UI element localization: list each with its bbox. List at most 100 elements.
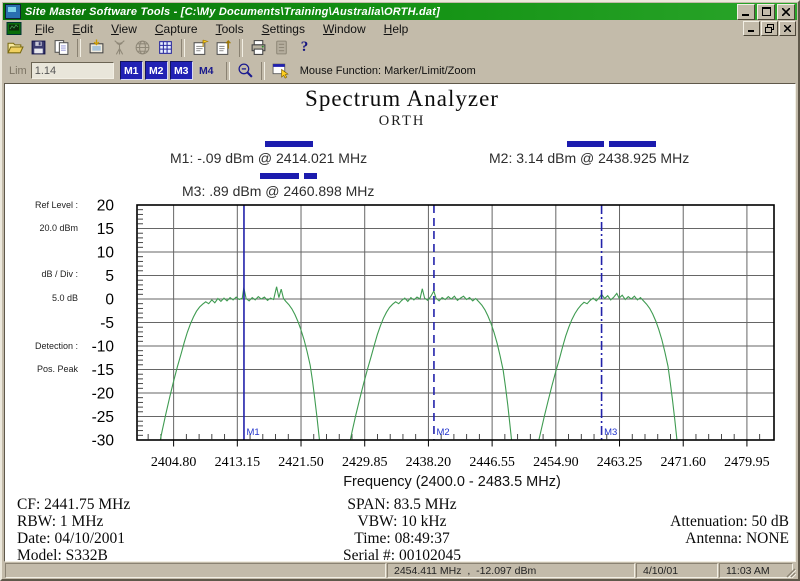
menu-settings[interactable]: Settings <box>253 22 314 36</box>
status-bar: 2454.411 MHz , -12.097 dBm 4/10/01 11:03… <box>4 562 796 578</box>
database-button <box>270 37 293 58</box>
y-tick-label: 10 <box>97 245 115 262</box>
capture-display-button[interactable] <box>85 37 108 58</box>
toolbar-separator <box>261 62 265 80</box>
info-cf: CF: 2441.75 MHz <box>17 496 130 514</box>
menu-view[interactable]: View <box>102 22 146 36</box>
info-model: Model: S332B <box>17 547 108 562</box>
spectrum-trace <box>158 287 678 464</box>
x-tick-label: 2446.55 <box>469 455 515 470</box>
y-tick-label: 20 <box>97 198 115 215</box>
save-button[interactable] <box>27 37 50 58</box>
menu-tools[interactable]: Tools <box>207 22 253 36</box>
detection-label: Detection : <box>4 341 78 351</box>
title-bar: Site Master Software Tools - [C:\My Docu… <box>3 3 797 20</box>
info-vbw: VBW: 10 kHz <box>297 513 507 531</box>
limit-label: Lim <box>9 65 27 77</box>
maximize-button[interactable] <box>757 4 775 20</box>
info-date: Date: 04/10/2001 <box>17 530 125 548</box>
report-up-button[interactable] <box>212 37 235 58</box>
marker-button-m4[interactable]: M4 <box>195 61 218 80</box>
antenna-icon <box>111 39 128 56</box>
print-button[interactable] <box>247 37 270 58</box>
limit-segment <box>260 173 299 179</box>
grid-button[interactable] <box>154 37 177 58</box>
database-icon <box>273 39 290 56</box>
report-title: Spectrum Analyzer <box>4 86 796 112</box>
menu-window[interactable]: Window <box>314 22 375 36</box>
db-div-label: dB / Div : <box>4 269 78 279</box>
x-tick-label: 2404.80 <box>151 455 197 470</box>
antenna-button <box>108 37 131 58</box>
status-panel-empty <box>5 563 386 578</box>
document-area: Spectrum Analyzer ORTH M1: -.09 dBm @ 24… <box>4 83 796 562</box>
globe-icon <box>134 39 151 56</box>
y-tick-label: -10 <box>92 339 115 356</box>
y-tick-label: -30 <box>92 433 115 450</box>
mouse-function-text: Mouse Function: Marker/Limit/Zoom <box>300 65 476 77</box>
child-close-button[interactable] <box>779 21 796 36</box>
marker-button-m1[interactable]: M1 <box>120 61 143 80</box>
globe-button <box>131 37 154 58</box>
mouse-function-button[interactable] <box>269 60 292 81</box>
toolbar-separator <box>239 39 243 57</box>
child-minimize-button[interactable] <box>743 21 760 36</box>
x-axis-title: Frequency (2400.0 - 2483.5 MHz) <box>252 474 652 490</box>
y-tick-label: -25 <box>92 409 114 426</box>
minimize-button[interactable] <box>737 4 755 20</box>
y-tick-label: -5 <box>100 315 114 332</box>
menu-help[interactable]: Help <box>375 22 418 36</box>
info-rbw: RBW: 1 MHz <box>17 513 103 531</box>
toolbar-separator <box>181 39 185 57</box>
marker-button-m3[interactable]: M3 <box>170 61 193 80</box>
open-file-button[interactable] <box>4 37 27 58</box>
limit-segment <box>567 141 604 147</box>
y-tick-label: -15 <box>92 362 114 379</box>
status-time: 11:03 AM <box>719 563 793 578</box>
spectrum-chart[interactable]: M1M2M320151050-5-10-15-20-25-302404.8024… <box>4 83 796 502</box>
menu-capture[interactable]: Capture <box>146 22 207 36</box>
limit-value-input[interactable] <box>31 62 114 79</box>
help-icon: ? <box>301 39 309 56</box>
capture-display-icon <box>88 39 105 56</box>
mouse-function-icon <box>272 62 289 79</box>
child-restore-button[interactable] <box>761 21 778 36</box>
close-button[interactable] <box>777 4 795 20</box>
help-button[interactable]: ? <box>293 37 316 58</box>
status-date: 4/10/01 <box>636 563 718 578</box>
y-tick-label: -20 <box>92 386 115 403</box>
document-icon[interactable] <box>6 22 22 35</box>
x-tick-label: 2429.85 <box>342 455 388 470</box>
limit-segment <box>265 141 313 147</box>
menu-edit[interactable]: Edit <box>63 22 102 36</box>
resize-grip[interactable] <box>783 565 796 578</box>
menu-file[interactable]: File <box>26 22 63 36</box>
zoom-out-button[interactable] <box>234 60 257 81</box>
x-tick-label: 2479.95 <box>724 455 770 470</box>
detection-value: Pos. Peak <box>4 364 78 374</box>
ref-level-value: 20.0 dBm <box>4 223 78 233</box>
report-flag-button[interactable] <box>189 37 212 58</box>
print-icon <box>250 39 267 56</box>
y-tick-label: 0 <box>105 292 114 309</box>
info-antenna: Antenna: NONE <box>592 530 789 548</box>
close-icon <box>782 8 790 16</box>
marker-button-group: M1M2M3M4 <box>118 61 218 80</box>
limit-segment <box>304 173 317 179</box>
x-tick-label: 2421.50 <box>278 455 324 470</box>
app-icon[interactable] <box>5 4 21 19</box>
child-window-controls <box>742 21 796 36</box>
maximize-icon <box>762 7 771 16</box>
report-subtitle: ORTH <box>4 113 796 130</box>
x-tick-label: 2463.25 <box>597 455 643 470</box>
info-time: Time: 08:49:37 <box>297 530 507 548</box>
application-window: Site Master Software Tools - [C:\My Docu… <box>0 0 800 581</box>
marker-button-m2[interactable]: M2 <box>145 61 168 80</box>
x-tick-label: 2438.20 <box>406 455 452 470</box>
copy-button[interactable] <box>50 37 73 58</box>
restore-icon <box>765 24 774 33</box>
info-span: SPAN: 83.5 MHz <box>297 496 507 514</box>
limit-segment <box>609 141 656 147</box>
main-toolbar: ? <box>4 36 796 59</box>
grid-icon <box>157 39 174 56</box>
